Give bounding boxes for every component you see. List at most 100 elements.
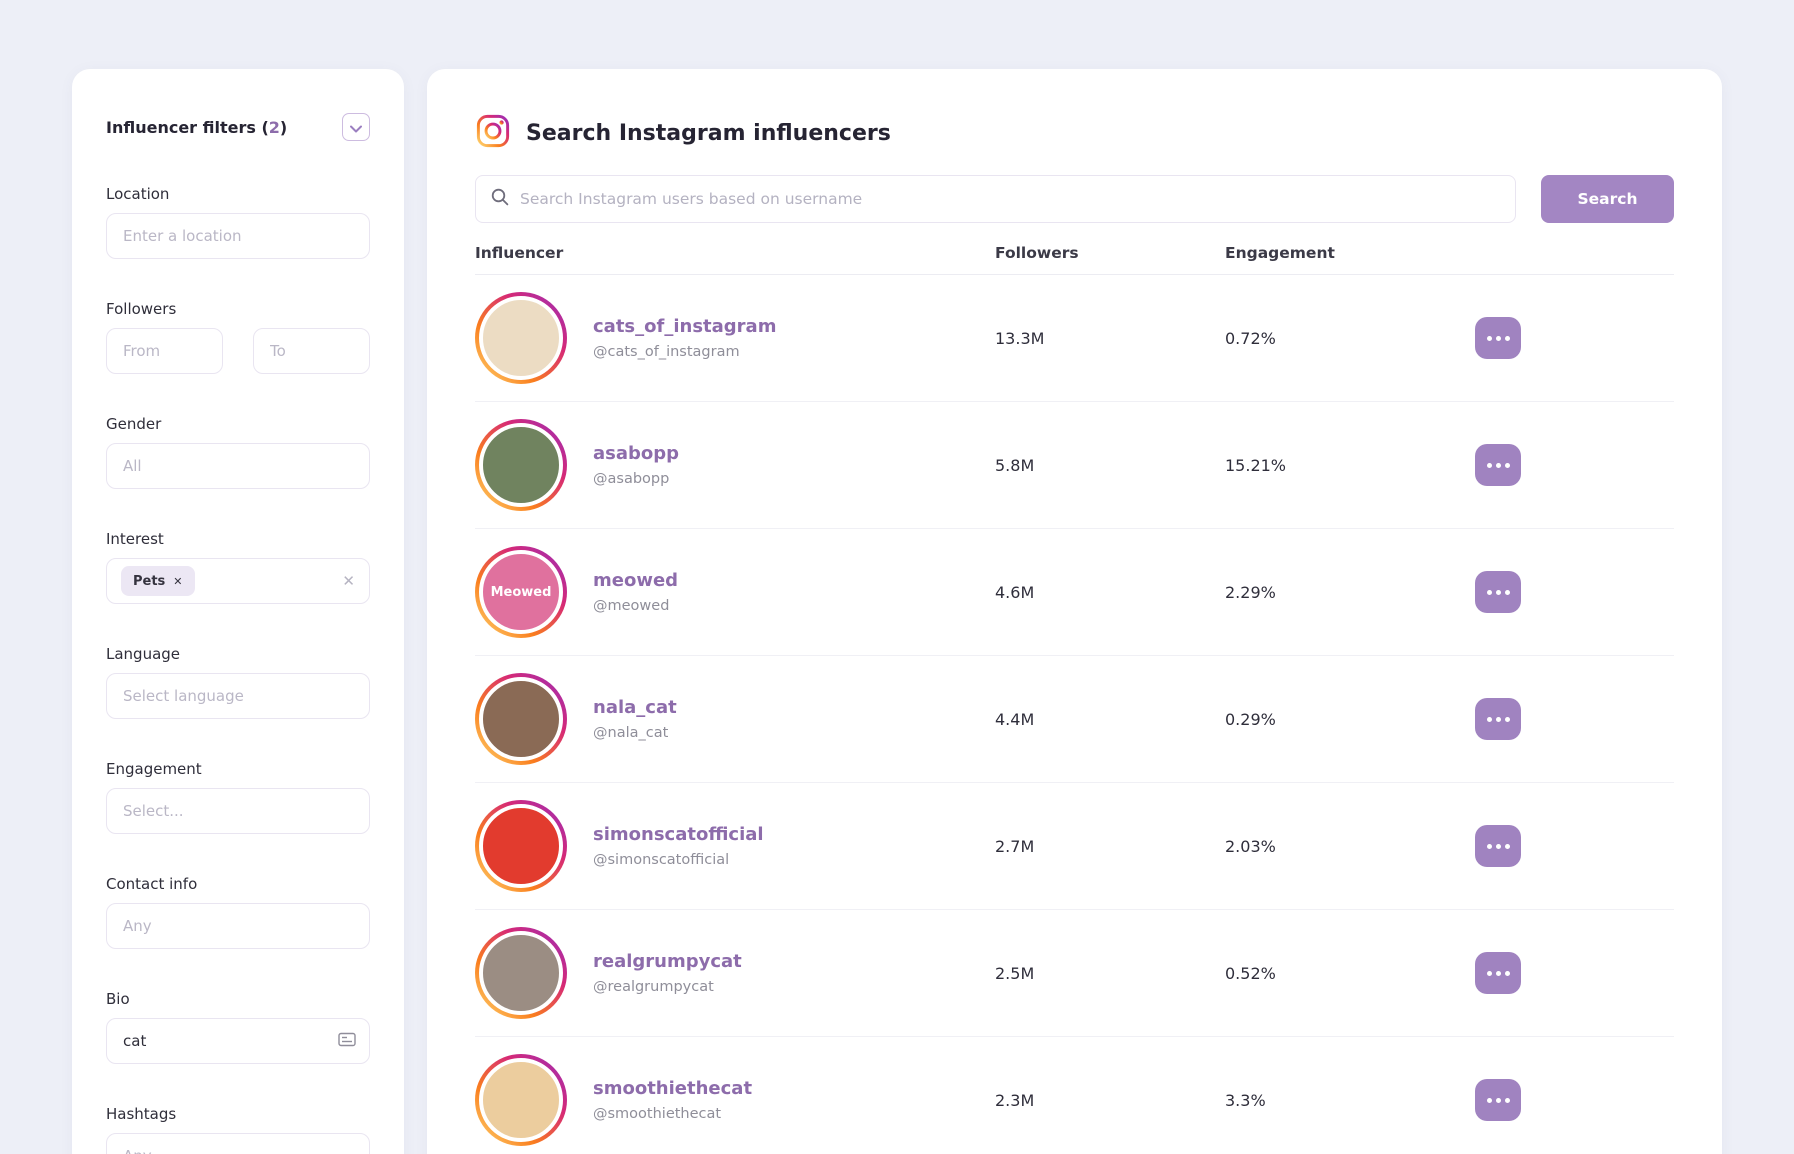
handle: @realgrumpycat — [593, 979, 714, 995]
avatar-ring[interactable] — [475, 800, 567, 892]
handle: @cats_of_instagram — [593, 344, 740, 360]
ellipsis-icon — [1486, 970, 1492, 976]
search-row: Search — [475, 175, 1674, 223]
avatar — [479, 296, 563, 380]
search-box — [475, 175, 1516, 223]
avatar — [479, 423, 563, 507]
avatar-ring[interactable]: Meowed — [475, 546, 567, 638]
avatar-ring[interactable] — [475, 292, 567, 384]
ellipsis-icon — [1486, 1097, 1492, 1103]
followers-to-input[interactable] — [253, 328, 370, 374]
filter-group-bio: Bio — [106, 990, 370, 1064]
tag-label: Pets — [133, 573, 166, 589]
handle: @smoothiethecat — [593, 1106, 722, 1122]
table-row: simonscatofficial @simonscatofficial 2.7… — [475, 783, 1674, 910]
followers-value: 2.3M — [995, 1090, 1035, 1110]
contact-info-select[interactable] — [106, 903, 370, 949]
username-link[interactable]: simonscatofficial — [593, 824, 764, 845]
username-link[interactable]: nala_cat — [593, 697, 677, 718]
table-row: nala_cat @nala_cat 4.4M 0.29% — [475, 656, 1674, 783]
chevron-down-icon — [350, 118, 362, 137]
table-row: cats_of_instagram @cats_of_instagram 13.… — [475, 275, 1674, 402]
results-header: Search Instagram influencers — [475, 113, 1674, 153]
row-actions-button[interactable] — [1475, 444, 1521, 486]
engagement-value: 0.72% — [1225, 328, 1276, 348]
location-label: Location — [106, 185, 170, 203]
table-row: Meowed meowed @meowed 4.6M 2.29% — [475, 529, 1674, 656]
filter-group-interest: Interest Pets ✕ ✕ — [106, 530, 370, 604]
column-header-influencer: Influencer — [475, 243, 564, 262]
avatar — [479, 1058, 563, 1142]
avatar — [479, 931, 563, 1015]
filter-group-contact: Contact info — [106, 875, 370, 949]
avatar — [479, 677, 563, 761]
filter-group-followers: Followers — [106, 300, 370, 374]
avatar-ring[interactable] — [475, 419, 567, 511]
filters-count: 2 — [268, 117, 280, 137]
followers-value: 4.4M — [995, 709, 1035, 729]
engagement-label: Engagement — [106, 760, 202, 778]
row-actions-button[interactable] — [1475, 698, 1521, 740]
remove-tag-icon[interactable]: ✕ — [173, 574, 183, 588]
filters-panel: Influencer filters (2) Location Follower… — [72, 69, 404, 1154]
username-link[interactable]: meowed — [593, 570, 679, 591]
engagement-select[interactable] — [106, 788, 370, 834]
search-icon — [491, 188, 509, 210]
avatar-ring[interactable] — [475, 673, 567, 765]
username-link[interactable]: asabopp — [593, 443, 680, 464]
handle: @nala_cat — [593, 725, 669, 741]
interest-select[interactable]: Pets ✕ ✕ — [106, 558, 370, 604]
avatar — [479, 804, 563, 888]
ellipsis-icon — [1486, 462, 1492, 468]
filters-title-text: Influencer filters ( — [106, 117, 269, 137]
language-select[interactable] — [106, 673, 370, 719]
followers-from-input[interactable] — [106, 328, 223, 374]
search-button[interactable]: Search — [1541, 175, 1674, 223]
column-header-followers: Followers — [995, 243, 1079, 262]
search-input[interactable] — [520, 190, 1500, 208]
row-actions-button[interactable] — [1475, 317, 1521, 359]
filter-group-engagement: Engagement — [106, 760, 370, 834]
table-row: smoothiethecat @smoothiethecat 2.3M 3.3% — [475, 1037, 1674, 1154]
followers-value: 4.6M — [995, 582, 1035, 602]
page-title: Search Instagram influencers — [526, 120, 891, 146]
gender-select[interactable] — [106, 443, 370, 489]
avatar-ring[interactable] — [475, 927, 567, 1019]
location-input[interactable] — [106, 213, 370, 259]
filter-group-gender: Gender — [106, 415, 370, 489]
username-link[interactable]: smoothiethecat — [593, 1078, 753, 1099]
language-label: Language — [106, 645, 181, 663]
followers-value: 2.5M — [995, 963, 1035, 983]
row-actions-button[interactable] — [1475, 571, 1521, 613]
engagement-value: 0.52% — [1225, 963, 1276, 983]
table-header: Influencer Followers Engagement — [475, 231, 1674, 275]
avatar-text: Meowed — [490, 584, 552, 600]
username-link[interactable]: cats_of_instagram — [593, 316, 777, 337]
engagement-value: 2.03% — [1225, 836, 1276, 856]
hashtags-label: Hashtags — [106, 1105, 177, 1123]
ellipsis-icon — [1486, 843, 1492, 849]
table-row: realgrumpycat @realgrumpycat 2.5M 0.52% — [475, 910, 1674, 1037]
filters-title-close: ) — [279, 117, 288, 137]
bio-label: Bio — [106, 990, 130, 1008]
row-actions-button[interactable] — [1475, 1079, 1521, 1121]
row-actions-button[interactable] — [1475, 825, 1521, 867]
filters-header: Influencer filters (2) — [106, 113, 370, 141]
results-panel: Search Instagram influencers Search Infl… — [427, 69, 1722, 1154]
row-actions-button[interactable] — [1475, 952, 1521, 994]
followers-value: 2.7M — [995, 836, 1035, 856]
engagement-value: 3.3% — [1225, 1090, 1266, 1110]
followers-label: Followers — [106, 300, 177, 318]
instagram-logo-icon — [475, 113, 511, 153]
table-row: asabopp @asabopp 5.8M 15.21% — [475, 402, 1674, 529]
filter-group-language: Language — [106, 645, 370, 719]
interest-tag-pets[interactable]: Pets ✕ — [121, 566, 195, 596]
collapse-filters-button[interactable] — [342, 113, 370, 141]
interest-label: Interest — [106, 530, 164, 548]
avatar-ring[interactable] — [475, 1054, 567, 1146]
bio-input[interactable] — [106, 1018, 370, 1064]
username-link[interactable]: realgrumpycat — [593, 951, 742, 972]
hashtags-input[interactable] — [106, 1133, 370, 1154]
column-header-engagement: Engagement — [1225, 243, 1335, 262]
clear-field-icon[interactable]: ✕ — [342, 572, 355, 590]
